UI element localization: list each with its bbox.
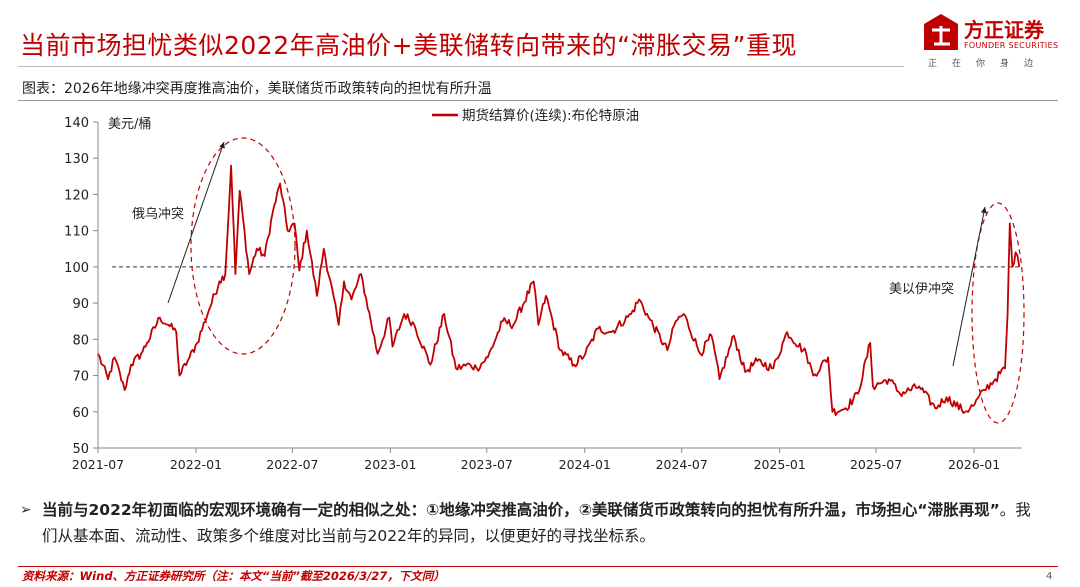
- trend-arrow-2022: [167, 141, 225, 304]
- y-tick-label: 120: [64, 188, 89, 203]
- y-tick-label: 80: [72, 333, 89, 348]
- key-takeaway: ➢ 当前与2022年初面临的宏观环境确有一定的相似之处：①地缘冲突推高油价，②美…: [20, 497, 1042, 549]
- chart-caption: 图表：2026年地缘冲突再度推高油价，美联储货币政策转向的担忧有所升温: [22, 81, 492, 97]
- chart-legend: 期货结算价(连续):布伦特原油: [432, 107, 639, 124]
- logo-name-en: FOUNDER SECURITIES: [964, 41, 1059, 50]
- y-tick-label: 50: [72, 442, 89, 457]
- logo-mark-icon: [924, 14, 958, 50]
- y-tick-label: 130: [64, 152, 89, 167]
- brent-price-line: [97, 164, 1021, 416]
- y-tick-label: 110: [64, 225, 89, 240]
- data-source: 资料来源：Wind、方正证券研究所（注：本文“当前”截至2026/3/27，下文…: [22, 569, 445, 583]
- takeaway-normal: 。我们从基本面、流动性、政策多个维度对比当前与2022年的异同，以便更好的寻找坐…: [42, 501, 1031, 545]
- caption-divider: [18, 100, 1058, 101]
- x-tick-label: 2022-01: [170, 457, 222, 472]
- x-tick-label: 2023-01: [364, 457, 416, 472]
- x-tick-label: 2022-07: [266, 457, 318, 472]
- y-tick-label: 90: [72, 297, 89, 312]
- title-divider: [18, 66, 904, 67]
- highlight-ellipse-2026: [971, 202, 1025, 424]
- x-tick-label: 2025-07: [850, 457, 902, 472]
- y-axis-unit: 美元/桶: [108, 117, 151, 132]
- y-tick-label: 60: [72, 406, 89, 421]
- y-tick-label: 100: [64, 261, 89, 276]
- x-tick-label: 2026-01: [948, 457, 1000, 472]
- x-tick-label: 2024-01: [559, 457, 611, 472]
- trend-arrow-2026: [952, 206, 987, 367]
- annotation-us-israel-iran: 美以伊冲突: [889, 281, 954, 297]
- x-tick-label: 2021-07: [72, 457, 124, 472]
- page-number: 4: [1046, 571, 1053, 582]
- x-tick-label: 2025-01: [754, 457, 806, 472]
- y-tick-label: 70: [72, 370, 89, 385]
- annotation-russia-ukraine: 俄乌冲突: [132, 206, 184, 222]
- takeaway-bold: 当前与2022年初面临的宏观环境确有一定的相似之处：①地缘冲突推高油价，②美联储…: [42, 501, 1000, 519]
- logo-name-cn: 方正证券: [964, 18, 1044, 42]
- x-tick-label: 2023-07: [461, 457, 513, 472]
- page-title: 当前市场担忧类似2022年高油价+美联储转向带来的“滞胀交易”重现: [20, 31, 797, 60]
- footer-divider: [18, 566, 1058, 567]
- highlight-ellipse-2022: [190, 137, 296, 355]
- logo-motto: 正在你身边: [928, 59, 1049, 69]
- brent-price-chart: 50 60 70 80 90 100 110 120 130 140 2021-07 2022-01 2…: [64, 107, 1025, 472]
- y-tick-label: 140: [64, 116, 89, 131]
- legend-label: 期货结算价(连续):布伦特原油: [462, 107, 639, 124]
- bullet-arrow-icon: ➢: [20, 502, 32, 518]
- x-tick-label: 2024-07: [656, 457, 708, 472]
- company-logo: 方正证券 FOUNDER SECURITIES 正在你身边: [920, 10, 1070, 72]
